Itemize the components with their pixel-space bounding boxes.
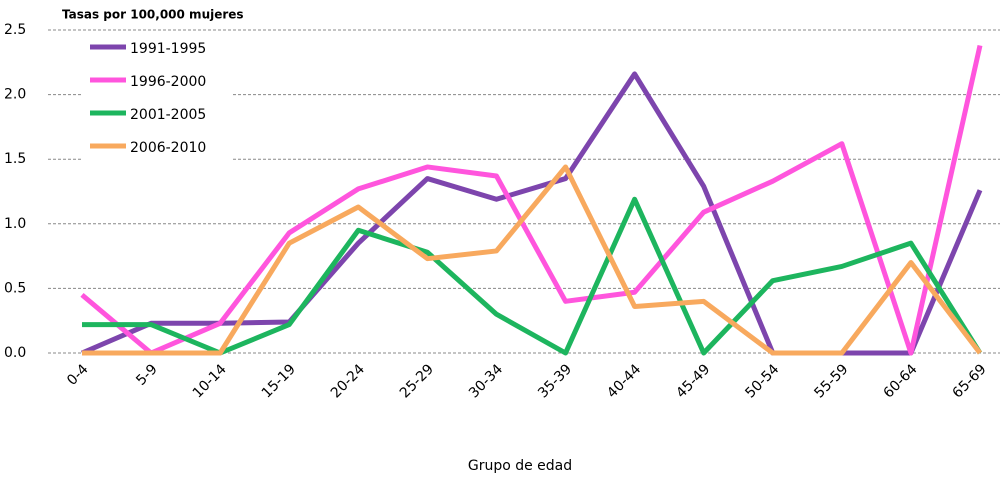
x-tick-label: 50-54 (742, 361, 782, 401)
x-tick-label: 5-9 (133, 361, 160, 388)
series-line (82, 196, 983, 356)
chart-title: Tasas por 100,000 mujeres (62, 8, 244, 22)
legend-label: 1996-2000 (130, 74, 206, 90)
x-tick-label: 10-14 (190, 361, 230, 401)
legend-label: 1991-1995 (130, 41, 206, 57)
x-tick-label: 30-34 (466, 361, 506, 401)
legend: 1991-1995 1996-2000 2001-2005 2006-2010 (82, 34, 232, 162)
y-tick-label: 2.0 (4, 87, 26, 103)
x-tick-label: 60-64 (880, 361, 920, 401)
legend-label: 2006-2010 (130, 140, 206, 156)
x-tick-label: 65-69 (950, 361, 990, 401)
y-tick-label: 1.5 (4, 151, 26, 167)
series-line (80, 44, 983, 356)
x-tick-label: 15-19 (259, 361, 299, 401)
y-tick-label: 0.5 (4, 280, 26, 296)
x-tick-label: 0-4 (64, 361, 92, 389)
x-axis-label: Grupo de edad (468, 458, 572, 474)
x-tick-label: 40-44 (604, 361, 644, 401)
x-tick-label: 35-39 (535, 361, 575, 401)
y-tick-label: 1.0 (4, 216, 26, 232)
x-tick-label: 20-24 (328, 361, 368, 401)
legend-label: 2001-2005 (130, 107, 206, 123)
x-tick-label: 55-59 (811, 361, 851, 401)
y-tick-label: 0.0 (4, 345, 26, 361)
legend-background (82, 34, 232, 162)
y-tick-label: 2.5 (4, 22, 26, 38)
x-tick-label: 25-29 (397, 361, 437, 401)
series-line (82, 164, 982, 356)
x-tick-label: 45-49 (673, 361, 713, 401)
